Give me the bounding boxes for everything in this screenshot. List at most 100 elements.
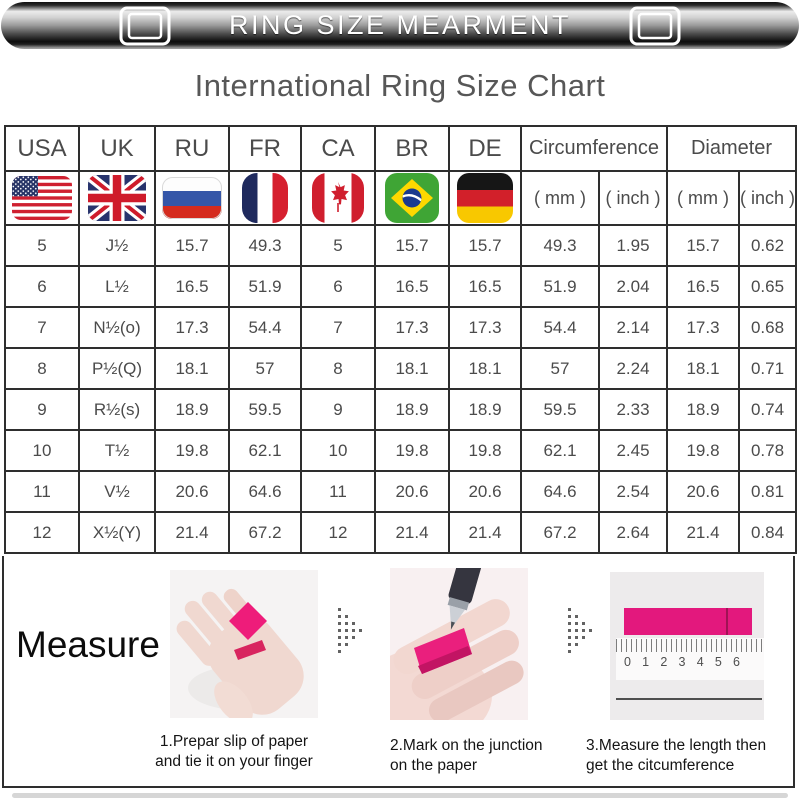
table-cell: 6 <box>300 265 376 308</box>
table-cell: 15.7 <box>666 224 741 267</box>
pen-marking-illustration <box>390 568 524 720</box>
step2-caption-line2: on the paper <box>390 757 478 775</box>
measure-section: Measure <box>2 556 795 788</box>
ruler-number: 6 <box>733 655 740 669</box>
table-cell: R½(s) <box>78 388 156 431</box>
table-cell: 21.4 <box>154 511 230 554</box>
table-cell: 8 <box>4 347 80 390</box>
germany-flag-icon <box>457 173 513 223</box>
column-header-fr: FR <box>228 125 302 172</box>
ruler-number: 1 <box>642 655 650 669</box>
hand-illustration <box>176 588 304 718</box>
step2-caption-line1: 2.Mark on the junction <box>390 737 543 754</box>
table-cell: 2.14 <box>597 306 669 349</box>
table-cell: 18.1 <box>154 347 230 390</box>
step3-caption-line2: get the citcumference <box>586 757 735 775</box>
table-cell: N½(o) <box>78 306 156 349</box>
russia-flag-cell <box>154 170 230 226</box>
canada-flag-icon <box>312 173 364 223</box>
table-cell: T½ <box>78 429 156 472</box>
measure-label: Measure <box>16 624 160 665</box>
table-row: 8 P½(Q) 18.1 57 8 18.1 18.1 57 2.24 18.1 0.71 <box>4 347 798 390</box>
column-header-diameter: Diameter <box>666 125 798 172</box>
table-cell: 11 <box>4 470 80 513</box>
column-header-de: DE <box>448 125 522 172</box>
table-cell: L½ <box>78 265 156 308</box>
table-cell: 0.81 <box>738 470 798 513</box>
table-cell: 15.7 <box>374 224 450 267</box>
table-cell: 21.4 <box>666 511 741 554</box>
table-row: 9 R½(s) 18.9 59.5 9 18.9 18.9 59.5 2.33 18.9 … <box>4 388 798 431</box>
table-cell: 54.4 <box>228 306 302 349</box>
step3-caption: 3.Measure the length then get the citcum… <box>586 736 798 776</box>
table-cell: 20.6 <box>666 470 741 513</box>
brazil-flag-cell <box>374 170 450 226</box>
table-cell: 6 <box>4 265 80 308</box>
table-cell: 19.8 <box>666 429 741 472</box>
table-row: 11 V½ 20.6 64.6 11 20.6 20.6 64.6 2.54 20.6 0… <box>4 470 798 513</box>
table-cell: 11 <box>300 470 376 513</box>
table-body: 5 J½ 15.7 49.3 5 15.7 15.7 49.3 1.95 15.7 0.6… <box>4 224 798 554</box>
table-cell: 2.24 <box>597 347 669 390</box>
russia-flag-icon <box>162 177 222 219</box>
table-cell: 2.04 <box>597 265 669 308</box>
right-dotted-arrow-icon <box>568 608 600 656</box>
table-cell: 57 <box>228 347 302 390</box>
table-cell: 9 <box>4 388 80 431</box>
unit-label-diameter-inch: ( inch ) <box>738 170 798 226</box>
step3-caption-line1: 3.Measure the length then <box>586 737 767 754</box>
table-cell: 16.5 <box>666 265 741 308</box>
table-cell: 57 <box>520 347 600 390</box>
table-cell: 8 <box>300 347 376 390</box>
table-cell: 0.62 <box>738 224 798 267</box>
table-cell: 7 <box>300 306 376 349</box>
usa-flag-cell <box>4 170 80 226</box>
table-cell: 18.1 <box>374 347 450 390</box>
table-row: 7 N½(o) 17.3 54.4 7 17.3 17.3 54.4 2.14 17.3 … <box>4 306 798 349</box>
table-cell: 67.2 <box>520 511 600 554</box>
table-cell: 2.45 <box>597 429 669 472</box>
table-cell: 16.5 <box>448 265 522 308</box>
table-cell: 62.1 <box>520 429 600 472</box>
table-row: 5 J½ 15.7 49.3 5 15.7 15.7 49.3 1.95 15.7 0.6… <box>4 224 798 267</box>
table-cell: 18.9 <box>666 388 741 431</box>
table-cell: J½ <box>78 224 156 267</box>
unit-label-circumference-mm: ( mm ) <box>520 170 600 226</box>
table-cell: 19.8 <box>448 429 522 472</box>
table-cell: 64.6 <box>520 470 600 513</box>
step2-caption: 2.Mark on the junction on the paper <box>390 736 590 776</box>
ruler-number: 5 <box>714 655 722 669</box>
france-flag-cell <box>228 170 302 226</box>
table-cell: 20.6 <box>448 470 522 513</box>
right-dotted-arrow-icon <box>338 608 370 656</box>
table-cell: 17.3 <box>448 306 522 349</box>
table-cell: 59.5 <box>228 388 302 431</box>
table-cell: 54.4 <box>520 306 600 349</box>
column-header-usa: USA <box>4 125 80 172</box>
ruler-shadow-line <box>616 698 762 700</box>
table-cell: 51.9 <box>520 265 600 308</box>
table-cell: 12 <box>4 511 80 554</box>
step1-caption: 1.Prepar slip of paper and tie it on you… <box>104 732 364 772</box>
table-row: 12 X½(Y) 21.4 67.2 12 21.4 21.4 67.2 2.64 21.… <box>4 511 798 554</box>
table-cell: 17.3 <box>154 306 230 349</box>
frame-bracket-icon <box>629 6 681 45</box>
germany-flag-cell <box>448 170 522 226</box>
table-cell: 0.65 <box>738 265 798 308</box>
table-cell: 20.6 <box>374 470 450 513</box>
table-cell: 18.9 <box>374 388 450 431</box>
table-cell: 64.6 <box>228 470 302 513</box>
table-cell: 17.3 <box>374 306 450 349</box>
mark-junction-with-pen-photo <box>390 568 528 720</box>
table-row: 6 L½ 16.5 51.9 6 16.5 16.5 51.9 2.04 16.5 0.6… <box>4 265 798 308</box>
table-cell: 18.1 <box>666 347 741 390</box>
ring-size-table: USA UK RU FR CA BR DE Circumference Diam… <box>4 125 798 554</box>
table-cell: 18.9 <box>448 388 522 431</box>
table-cell: 10 <box>300 429 376 472</box>
table-cell: 0.68 <box>738 306 798 349</box>
table-cell: 15.7 <box>154 224 230 267</box>
